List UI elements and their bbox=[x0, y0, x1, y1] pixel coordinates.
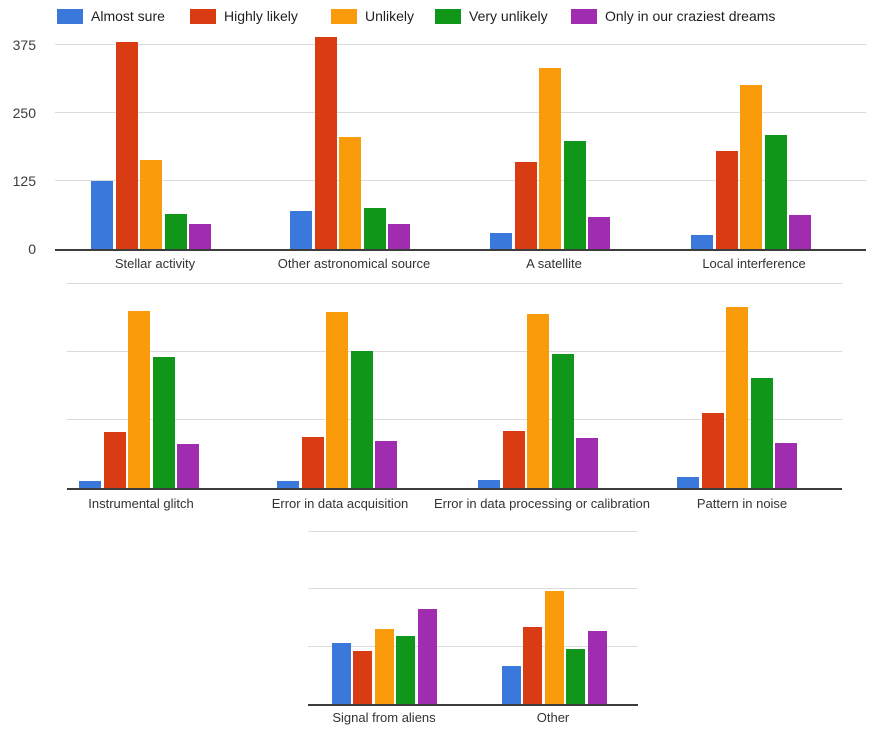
bar-row-2-cat0-almost-sure bbox=[79, 481, 101, 488]
legend-label: Highly likely bbox=[224, 8, 298, 24]
bar-row-1-cat1-very-unlikely bbox=[363, 208, 386, 249]
bar-row-1-cat3-only-in-our-craziest-dreams bbox=[789, 215, 812, 249]
y-axis-tick-label-375: 375 bbox=[12, 37, 36, 53]
bar-row-3-cat0-only-in-our-craziest-dreams bbox=[417, 609, 437, 704]
legend-item-4: Only in our craziest dreams bbox=[571, 7, 775, 25]
bar-row-1-cat3-unlikely bbox=[740, 85, 763, 249]
legend-swatch-icon bbox=[331, 8, 357, 24]
legend-label: Almost sure bbox=[91, 8, 165, 24]
bar-row-1-cat3-almost-sure bbox=[691, 235, 713, 249]
chart-plot-row-1 bbox=[55, 31, 866, 251]
bar-row-3-cat0-very-unlikely bbox=[396, 636, 416, 704]
bar-row-1-cat2-highly-likely bbox=[514, 162, 537, 249]
y-axis-tick-label-0: 0 bbox=[28, 241, 36, 257]
category-label-local-interference: Local interference bbox=[702, 256, 806, 271]
bar-row-1-cat1-only-in-our-craziest-dreams bbox=[388, 224, 411, 249]
gridline-375 bbox=[67, 283, 842, 284]
category-label-other: Other bbox=[536, 710, 570, 725]
bar-row-2-cat2-only-in-our-craziest-dreams bbox=[576, 438, 599, 488]
bar-row-1-cat0-very-unlikely bbox=[164, 214, 187, 249]
bar-row-1-cat0-unlikely bbox=[140, 160, 163, 249]
bar-row-3-cat1-unlikely bbox=[544, 591, 564, 704]
bar-row-1-cat0-only-in-our-craziest-dreams bbox=[189, 224, 212, 249]
bar-row-2-cat3-only-in-our-craziest-dreams bbox=[775, 443, 798, 488]
legend-label: Unlikely bbox=[365, 8, 415, 24]
y-axis-tick-label-125: 125 bbox=[12, 173, 36, 189]
bar-row-2-cat0-only-in-our-craziest-dreams bbox=[177, 444, 200, 488]
legend-swatch-icon bbox=[571, 8, 597, 24]
y-axis-tick-label-250: 250 bbox=[12, 105, 36, 121]
bar-row-2-cat2-highly-likely bbox=[502, 431, 525, 488]
bar-row-2-cat2-unlikely bbox=[527, 314, 550, 488]
legend-item-0: Almost sure bbox=[57, 7, 165, 25]
bar-row-2-cat1-almost-sure bbox=[277, 481, 299, 488]
gridline-375 bbox=[308, 530, 638, 532]
bar-row-2-cat3-highly-likely bbox=[701, 413, 724, 488]
legend-swatch-icon bbox=[435, 8, 461, 24]
bar-row-1-cat3-very-unlikely bbox=[764, 135, 787, 249]
bar-row-1-cat3-highly-likely bbox=[715, 151, 738, 249]
bar-row-2-cat2-very-unlikely bbox=[551, 354, 574, 488]
bar-row-2-cat3-very-unlikely bbox=[750, 378, 773, 488]
chart-plot-row-3 bbox=[308, 528, 638, 706]
legend-swatch-icon bbox=[57, 8, 83, 24]
category-label-signal-from-aliens: Signal from aliens bbox=[332, 710, 436, 725]
gridline-375 bbox=[55, 44, 866, 45]
bar-row-1-cat2-very-unlikely bbox=[563, 141, 586, 249]
bar-row-3-cat1-almost-sure bbox=[502, 666, 521, 704]
bar-row-2-cat0-highly-likely bbox=[103, 432, 126, 488]
bar-row-2-cat0-unlikely bbox=[128, 311, 151, 488]
bar-row-2-cat3-almost-sure bbox=[677, 477, 699, 488]
bar-row-1-cat2-unlikely bbox=[539, 68, 562, 249]
category-label-instrumental-glitch: Instrumental glitch bbox=[88, 496, 194, 511]
legend-item-2: Unlikely bbox=[331, 7, 414, 25]
category-label-a-satellite: A satellite bbox=[526, 256, 582, 271]
category-label-error-in-data-acquisition: Error in data acquisition bbox=[271, 496, 409, 511]
gridline-125 bbox=[55, 180, 866, 181]
bar-row-2-cat1-unlikely bbox=[326, 312, 349, 488]
bar-row-2-cat1-highly-likely bbox=[301, 437, 324, 488]
bar-row-2-cat1-very-unlikely bbox=[350, 351, 373, 488]
category-label-error-in-data-processing-or-calibration: Error in data processing or calibration bbox=[433, 496, 651, 511]
bar-row-3-cat1-highly-likely bbox=[523, 627, 543, 704]
category-label-pattern-in-noise: Pattern in noise bbox=[696, 496, 788, 511]
bar-row-3-cat0-almost-sure bbox=[332, 643, 351, 704]
bar-row-1-cat2-only-in-our-craziest-dreams bbox=[588, 217, 611, 249]
bar-row-1-cat1-highly-likely bbox=[314, 37, 337, 249]
category-label-stellar-activity: Stellar activity bbox=[114, 256, 196, 271]
bar-row-3-cat0-highly-likely bbox=[353, 651, 373, 704]
bar-row-3-cat1-very-unlikely bbox=[566, 649, 586, 704]
category-label-other-astronomical-source: Other astronomical source bbox=[277, 256, 431, 271]
legend-swatch-icon bbox=[190, 8, 216, 24]
legend-label: Only in our craziest dreams bbox=[605, 8, 776, 24]
bar-row-1-cat0-almost-sure bbox=[91, 181, 113, 249]
gridline-250 bbox=[55, 112, 866, 113]
bar-row-3-cat0-unlikely bbox=[374, 629, 394, 704]
gridline-250 bbox=[67, 351, 842, 352]
chart-plot-row-2 bbox=[67, 280, 842, 490]
bar-row-2-cat1-only-in-our-craziest-dreams bbox=[375, 441, 398, 488]
bar-row-1-cat1-unlikely bbox=[339, 137, 362, 249]
legend-item-1: Highly likely bbox=[190, 7, 298, 25]
gridline-125 bbox=[67, 419, 842, 420]
bar-row-1-cat1-almost-sure bbox=[290, 211, 312, 249]
gridline-250 bbox=[308, 588, 638, 589]
legend-item-3: Very unlikely bbox=[435, 7, 548, 25]
bar-row-2-cat2-almost-sure bbox=[478, 480, 500, 488]
gridline-125 bbox=[308, 645, 638, 647]
bar-row-3-cat1-only-in-our-craziest-dreams bbox=[587, 631, 607, 704]
bar-row-2-cat3-unlikely bbox=[726, 307, 749, 488]
bar-row-1-cat2-almost-sure bbox=[490, 233, 512, 249]
bar-row-1-cat0-highly-likely bbox=[115, 42, 138, 249]
legend-label: Very unlikely bbox=[469, 8, 548, 24]
bar-row-2-cat0-very-unlikely bbox=[152, 357, 175, 488]
